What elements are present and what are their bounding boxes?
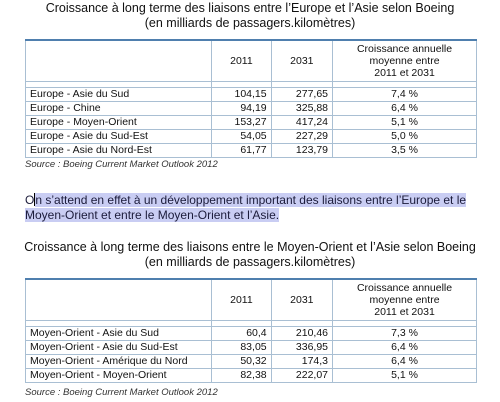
header-cell-growth: Croissance annuelle moyenne entre 2011 e… xyxy=(332,39,477,82)
value-2031-cell: 417,24 xyxy=(270,115,334,130)
table-row: Europe - Asie du Nord-Est 61,77 123,79 3… xyxy=(24,143,477,158)
growth-header-line: moyenne entre xyxy=(369,294,440,306)
header-cell-growth: Croissance annuelle moyenne entre 2011 e… xyxy=(332,278,477,321)
selected-text[interactable]: n s’attend en effet à un développement i… xyxy=(25,193,467,222)
growth-cell: 3,5 % xyxy=(332,143,477,158)
route-cell: Europe - Asie du Nord-Est xyxy=(24,143,213,158)
header-cell-2031: 2031 xyxy=(270,39,334,82)
value-2011-cell: 153,27 xyxy=(211,115,272,130)
growth-cell: 6,4 % xyxy=(332,101,477,116)
growth-cell: 6,4 % xyxy=(332,340,477,355)
table-header-row: 2011 2031 Croissance annuelle moyenne en… xyxy=(24,278,477,321)
table-row: Europe - Asie du Sud 104,15 277,65 7,4 % xyxy=(24,87,477,102)
growth-cell: 5,1 % xyxy=(332,115,477,130)
route-cell: Moyen-Orient - Asie du Sud-Est xyxy=(24,340,213,355)
paragraph-first-letter: O xyxy=(25,193,35,207)
table-row: Europe - Moyen-Orient 153,27 417,24 5,1 … xyxy=(24,115,477,130)
value-2011-cell: 54,05 xyxy=(211,129,272,144)
value-2031-cell: 336,95 xyxy=(270,340,334,355)
value-2011-cell: 60,4 xyxy=(211,326,272,341)
table-source-note: Source : Boeing Current Market Outlook 2… xyxy=(25,159,218,170)
value-2011-cell: 94,19 xyxy=(211,101,272,116)
value-2031-cell: 222,07 xyxy=(270,368,334,383)
title-line: Croissance à long terme des liaisons ent… xyxy=(45,1,455,15)
header-cell-2011: 2011 xyxy=(211,39,272,82)
value-2031-cell: 210,46 xyxy=(270,326,334,341)
growth-cell: 7,4 % xyxy=(332,87,477,102)
table-row: Moyen-Orient - Amérique du Nord 50,32 17… xyxy=(24,354,477,369)
growth-header-line: 2011 et 2031 xyxy=(374,306,435,318)
table-header-row: 2011 2031 Croissance annuelle moyenne en… xyxy=(24,39,477,82)
table-title-europe-asia: Croissance à long terme des liaisons ent… xyxy=(0,1,500,31)
table-middle-east-asia: 2011 2031 Croissance annuelle moyenne en… xyxy=(24,278,477,383)
route-cell: Moyen-Orient - Moyen-Orient xyxy=(24,368,213,383)
value-2031-cell: 227,29 xyxy=(270,129,334,144)
value-2031-cell: 325,88 xyxy=(270,101,334,116)
table-row: Moyen-Orient - Asie du Sud-Est 83,05 336… xyxy=(24,340,477,355)
growth-header-line: moyenne entre xyxy=(369,55,440,67)
growth-cell: 7,3 % xyxy=(332,326,477,341)
table-row: Moyen-Orient - Asie du Sud 60,4 210,46 7… xyxy=(24,326,477,341)
table-row: Europe - Asie du Sud-Est 54,05 227,29 5,… xyxy=(24,129,477,144)
value-2031-cell: 277,65 xyxy=(270,87,334,102)
table-row: Europe - Chine 94,19 325,88 6,4 % xyxy=(24,101,477,116)
value-2011-cell: 104,15 xyxy=(211,87,272,102)
header-cell-empty xyxy=(24,278,213,321)
header-cell-empty xyxy=(24,39,213,82)
table-source-note: Source : Boeing Current Market Outlook 2… xyxy=(25,387,218,398)
growth-header-line: Croissance annuelle xyxy=(356,282,453,294)
table-row: Moyen-Orient - Moyen-Orient 82,38 222,07… xyxy=(24,368,477,383)
body-paragraph[interactable]: On s’attend en effet à un développement … xyxy=(25,193,485,223)
route-cell: Europe - Moyen-Orient xyxy=(24,115,213,130)
growth-cell: 6,4 % xyxy=(332,354,477,369)
value-2011-cell: 61,77 xyxy=(211,143,272,158)
value-2031-cell: 123,79 xyxy=(270,143,334,158)
title-subline: (en milliards de passagers.kilomètres) xyxy=(144,255,356,269)
growth-header-line: Croissance annuelle xyxy=(356,43,453,55)
growth-header-line: 2011 et 2031 xyxy=(374,67,435,79)
value-2031-cell: 174,3 xyxy=(270,354,334,369)
value-2011-cell: 82,38 xyxy=(211,368,272,383)
route-cell: Europe - Asie du Sud-Est xyxy=(24,129,213,144)
route-cell: Europe - Chine xyxy=(24,101,213,116)
value-2011-cell: 50,32 xyxy=(211,354,272,369)
value-2011-cell: 83,05 xyxy=(211,340,272,355)
route-cell: Moyen-Orient - Asie du Sud xyxy=(24,326,213,341)
title-subline: (en milliards de passagers.kilomètres) xyxy=(144,16,356,30)
growth-cell: 5,1 % xyxy=(332,368,477,383)
header-cell-2011: 2011 xyxy=(211,278,272,321)
table-title-middle-east-asia: Croissance à long terme des liaisons ent… xyxy=(0,240,500,270)
table-europe-asia: 2011 2031 Croissance annuelle moyenne en… xyxy=(24,39,477,158)
header-cell-2031: 2031 xyxy=(270,278,334,321)
route-cell: Europe - Asie du Sud xyxy=(24,87,213,102)
growth-cell: 5,0 % xyxy=(332,129,477,144)
title-line: Croissance à long terme des liaisons ent… xyxy=(24,240,476,254)
route-cell: Moyen-Orient - Amérique du Nord xyxy=(24,354,213,369)
